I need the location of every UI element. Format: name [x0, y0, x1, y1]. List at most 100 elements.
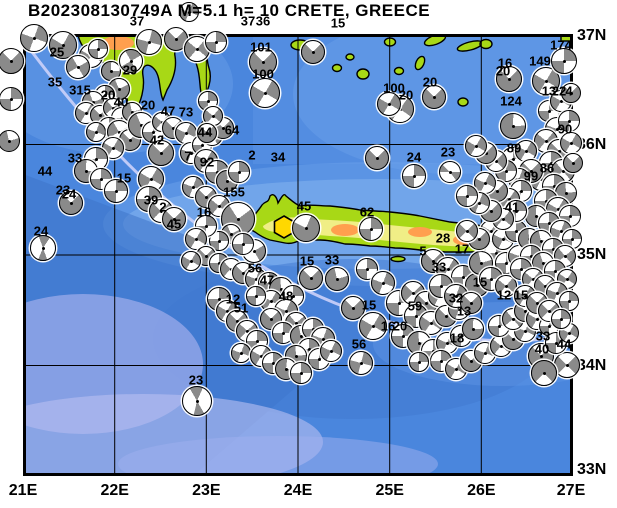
mechanism-center-dot [321, 337, 325, 341]
depth-label: 25 [49, 44, 65, 60]
focal-mechanism [185, 228, 207, 250]
mechanism-center-dot [551, 247, 555, 251]
mechanism-center-dot [529, 169, 533, 173]
mechanism-center-dot [129, 59, 133, 63]
mechanism-center-dot [544, 139, 548, 143]
depth-label: 15 [513, 287, 529, 303]
mechanism-center-dot [371, 324, 375, 328]
depth-label: 22 [551, 83, 567, 99]
depth-label: 20 [495, 63, 511, 79]
focal-mechanism [495, 275, 517, 297]
depth-label: 100 [252, 66, 274, 82]
mechanism-center-dot [543, 284, 547, 288]
mechanism-center-dot [523, 294, 527, 298]
depth-label: 56 [247, 260, 263, 276]
depth-label: 20 [422, 74, 438, 90]
focal-mechanism [104, 179, 128, 203]
depth-label: 41 [504, 199, 520, 215]
mechanism-center-dot [534, 214, 538, 218]
mechanism-center-dot [311, 327, 315, 331]
mechanism-center-dot [261, 60, 265, 64]
mechanism-center-dot [329, 349, 333, 353]
mechanism-center-dot [117, 87, 121, 91]
mechanism-center-dot [541, 261, 545, 265]
mechanism-center-dot [504, 169, 508, 173]
focal-mechanism [371, 271, 395, 295]
mechanism-center-dot [84, 111, 88, 115]
focal-mechanism [359, 312, 387, 340]
depth-label: 44 [37, 163, 53, 179]
mechanism-center-dot [539, 354, 543, 358]
mechanism-center-dot [501, 237, 505, 241]
depth-label: 16 [380, 318, 396, 334]
focal-mechanism [551, 309, 571, 329]
depth-label: 2 [159, 199, 167, 215]
mechanism-center-dot [504, 284, 508, 288]
mechanism-center-dot [489, 209, 493, 213]
map-title: B202308130749A M=5.1 h= 10 CRETE, GREECE [28, 1, 431, 20]
lon-axis-label: 24E [283, 482, 313, 499]
depth-label: 15 [361, 297, 377, 313]
mechanism-center-dot [269, 299, 273, 303]
mechanism-center-dot [229, 267, 233, 271]
mechanism-center-dot [252, 249, 256, 253]
mechanism-center-dot [109, 69, 113, 73]
focal-mechanism [422, 85, 446, 109]
mechanism-center-dot [398, 107, 402, 111]
mechanism-center-dot [507, 77, 511, 81]
mechanism-center-dot [439, 359, 443, 363]
focal-mechanism [181, 251, 201, 271]
mechanism-center-dot [483, 351, 487, 355]
depth-label: 20 [392, 318, 408, 334]
mechanism-center-dot [517, 177, 521, 181]
mechanism-center-dot [429, 321, 433, 325]
focal-mechanism [182, 386, 212, 416]
mechanism-center-dot [465, 229, 469, 233]
depth-label: 92 [199, 154, 215, 170]
depth-label: 86 [539, 160, 555, 176]
mechanism-center-dot [484, 151, 488, 155]
depth-label: 89 [506, 140, 522, 156]
mechanism-center-dot [387, 102, 391, 106]
mechanism-center-dot [524, 149, 528, 153]
lat-axis-label: 37N [577, 27, 607, 44]
depth-label: 23 [55, 182, 71, 198]
mechanism-center-dot [269, 317, 273, 321]
mechanism-center-dot [454, 294, 458, 298]
mechanism-center-dot [514, 229, 518, 233]
mechanism-center-dot [554, 341, 558, 345]
mechanism-center-dot [309, 276, 313, 280]
depth-label: 33 [67, 150, 83, 166]
depth-label: 64 [224, 122, 240, 138]
mechanism-center-dot [103, 93, 107, 97]
focal-mechanism [179, 2, 199, 22]
depth-label: 12 [496, 287, 512, 303]
mechanism-center-dot [542, 371, 546, 375]
mechanism-center-dot [474, 144, 478, 148]
mechanism-center-dot [417, 360, 421, 364]
depth-label: 15 [116, 170, 132, 186]
mechanism-center-dot [565, 363, 569, 367]
focal-mechanism [496, 66, 522, 92]
mechanism-center-dot [527, 237, 531, 241]
depth-label: 44 [197, 124, 213, 140]
mechanism-center-dot [483, 181, 487, 185]
mechanism-center-dot [556, 207, 560, 211]
mechanism-center-dot [531, 277, 535, 281]
depth-label: 15 [330, 15, 346, 31]
focal-mechanism [66, 55, 90, 79]
mechanism-center-dot [195, 47, 199, 51]
focal-mechanism [162, 207, 186, 231]
mechanism-center-dot [397, 301, 401, 305]
depth-label: 2 [248, 147, 256, 163]
depth-label: 149 [529, 53, 551, 69]
mechanism-center-dot [375, 156, 379, 160]
mechanism-center-dot [259, 354, 263, 358]
depth-label: 44 [556, 336, 572, 352]
mechanism-center-dot [9, 97, 13, 101]
mechanism-center-dot [471, 327, 475, 331]
mechanism-center-dot [461, 275, 465, 279]
depth-label: 37 [129, 13, 145, 29]
focal-mechanism [391, 324, 415, 348]
mechanism-center-dot [281, 331, 285, 335]
